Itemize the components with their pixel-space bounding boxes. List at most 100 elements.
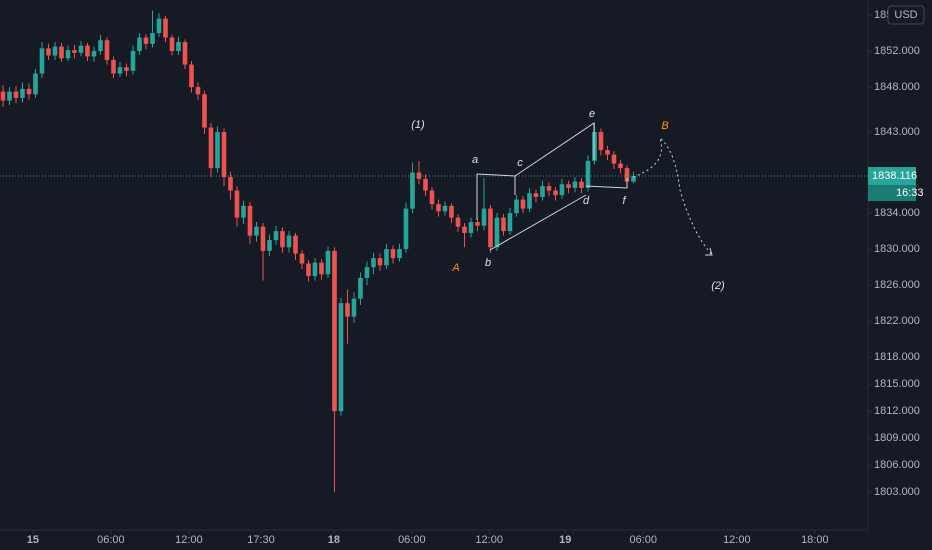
y-tick-label: 1815.000 <box>874 378 920 390</box>
candle-body <box>299 253 305 264</box>
candle-body <box>234 190 240 218</box>
candle-body <box>546 186 552 191</box>
candle-body <box>325 250 331 275</box>
candle-body <box>273 231 279 241</box>
candle-body <box>488 208 493 248</box>
candle-body <box>566 184 571 188</box>
wave-label: b <box>485 257 491 269</box>
candle-body <box>13 91 19 98</box>
candle-body <box>403 208 409 250</box>
candle-body <box>85 45 90 57</box>
candle-body <box>91 51 97 57</box>
wave-drawing <box>476 122 713 256</box>
x-tick-label: 12:00 <box>475 534 503 546</box>
wave-label: B <box>661 120 668 132</box>
candle-body <box>59 46 64 59</box>
candle-body <box>65 50 71 59</box>
x-tick-label: 15 <box>27 534 39 546</box>
candle-body <box>449 205 454 218</box>
y-tick-label: 1822.000 <box>874 315 920 327</box>
candle-body <box>39 48 45 74</box>
wave-label: (2) <box>711 280 725 292</box>
candle-body <box>130 51 136 71</box>
candle-body <box>442 205 448 212</box>
candle-body <box>572 181 578 188</box>
candle-body <box>137 37 142 52</box>
candle-body <box>481 208 487 226</box>
candle-body <box>384 249 389 266</box>
candle-body <box>494 217 500 248</box>
currency-badge <box>887 5 925 25</box>
candle-body <box>371 258 376 268</box>
y-tick-label: 1809.000 <box>874 432 920 444</box>
candle-body <box>605 150 610 155</box>
candle-body <box>0 91 6 101</box>
candle-body <box>553 190 558 196</box>
wave-label: a <box>472 154 478 166</box>
candle-body <box>46 48 51 56</box>
candle-body <box>169 37 175 52</box>
y-tick-label: 1826.000 <box>874 279 920 291</box>
candle-body <box>7 91 12 101</box>
candle-body <box>33 73 38 95</box>
candle-body <box>377 258 383 266</box>
candle-body <box>176 42 181 52</box>
y-tick-label: 1806.000 <box>874 459 920 471</box>
channel-line <box>489 194 587 251</box>
candle-body <box>182 42 188 65</box>
countdown-label: 16:33 <box>896 187 924 199</box>
candle-body <box>429 190 435 205</box>
x-tick-label: 19 <box>559 534 571 546</box>
candle-body <box>364 267 370 278</box>
candle-body <box>286 235 292 248</box>
candle-body <box>163 18 168 38</box>
candle-body <box>624 168 630 182</box>
candle-body <box>338 303 344 412</box>
x-tick-label: 06:00 <box>629 534 657 546</box>
candle-body <box>598 132 604 151</box>
candle-body <box>631 176 636 182</box>
wave-label: (1) <box>411 119 425 131</box>
candle-body <box>319 262 324 275</box>
candle-body <box>351 298 357 317</box>
candle-body <box>26 88 32 95</box>
candle-body <box>150 33 155 44</box>
wave-label: f <box>622 195 626 207</box>
candle-body <box>611 154 617 164</box>
candle-body <box>247 205 253 236</box>
y-tick-label: 1848.000 <box>874 81 920 93</box>
wave-label: d <box>583 195 590 207</box>
candle-body <box>111 60 116 74</box>
candle-body <box>527 193 532 209</box>
x-tick-label: 06:00 <box>97 534 125 546</box>
x-tick-label: 17:30 <box>247 534 275 546</box>
projection-path <box>632 136 713 256</box>
price-badges: 1838.116 16:33 USD <box>868 5 925 202</box>
y-tick-label: 1830.000 <box>874 243 920 255</box>
candle-body <box>436 204 441 212</box>
candle-body <box>189 64 194 88</box>
candle-body <box>241 205 246 218</box>
last-price-label: 1838.116 <box>872 170 917 182</box>
y-tick-label: 1852.000 <box>874 45 920 57</box>
candle-body <box>52 46 58 56</box>
candle-body <box>332 250 337 412</box>
candle-body <box>104 40 110 61</box>
candle-body <box>72 50 77 53</box>
channel-line <box>514 122 595 177</box>
candle-body <box>312 262 318 277</box>
candle-body <box>540 186 545 197</box>
candle-body <box>345 303 350 317</box>
candle-body <box>579 181 584 188</box>
channel-line <box>476 173 516 220</box>
countdown-badge <box>868 185 916 202</box>
candle-body <box>195 87 201 95</box>
x-tick-label: 18:00 <box>801 534 829 546</box>
wave-label: c <box>517 157 523 169</box>
y-tick-label: 1843.000 <box>874 126 920 138</box>
projection-arrow <box>705 247 713 256</box>
candle-body <box>202 94 207 128</box>
candle-body <box>358 277 363 299</box>
y-tick-label: 1812.000 <box>874 405 920 417</box>
candle-body <box>507 213 513 232</box>
